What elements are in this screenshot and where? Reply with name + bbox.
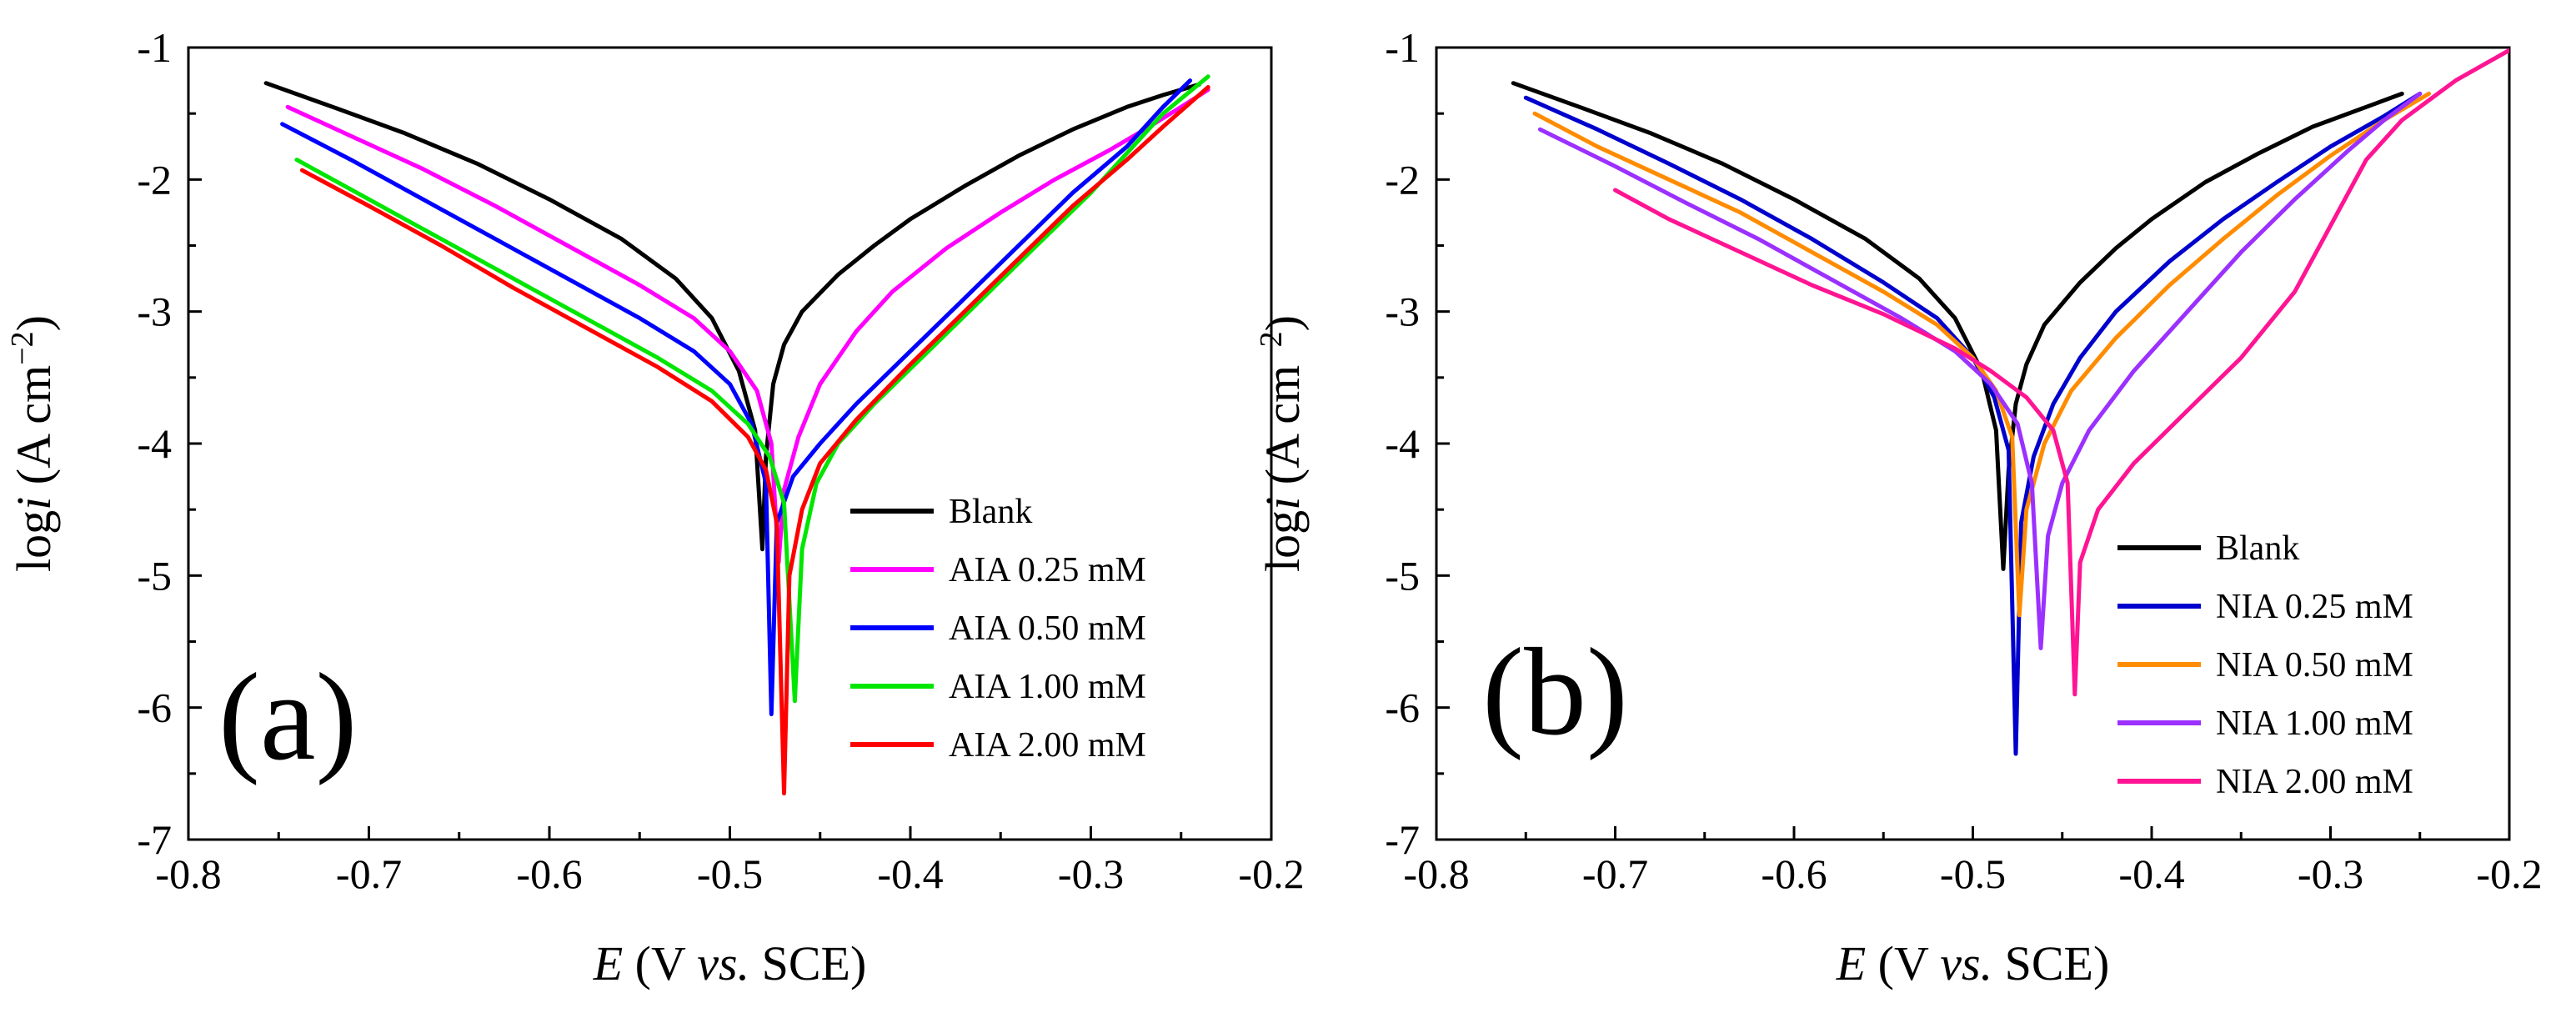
chart-panel-a: -0.8 -0.7 -0.6 -0.5 -0.4 -0.3 -0.2 -7 -6 -5 -4 -3 -2… <box>5 24 1305 990</box>
y-axis-title-log: log <box>1255 510 1310 572</box>
y-axis-title-unit: (A cm <box>7 365 61 497</box>
y-tick-label: -5 <box>1385 552 1420 599</box>
y-tick-label: -1 <box>137 24 172 71</box>
x-tick-label: -0.2 <box>1238 850 1304 897</box>
x-axis-title-variable: E <box>1836 936 1866 990</box>
series-line <box>1537 91 2423 650</box>
legend-label: Blank <box>949 493 1032 531</box>
x-tick-label: -0.4 <box>2118 850 2184 897</box>
series-line <box>263 81 1201 552</box>
y-axis-title-exponent: −2 <box>5 331 40 364</box>
x-tick-label: -0.8 <box>1403 850 1469 897</box>
y-tick-label: -2 <box>1385 156 1420 203</box>
y-tick-label: -7 <box>137 816 172 863</box>
x-tick-label: -0.6 <box>1761 850 1827 897</box>
y-axis-title-variable: i <box>7 497 61 510</box>
x-tick-label: -0.2 <box>2476 850 2542 897</box>
x-axis-title-unit-open: (V <box>1866 936 1940 990</box>
legend-label: AIA 0.50 mM <box>949 609 1146 648</box>
legend: Blank AIA 0.25 mM AIA 0.50 mM AIA 1.00 mM AI… <box>850 493 1146 765</box>
y-tick-label: -4 <box>137 420 172 467</box>
x-tick-label: -0.7 <box>336 850 402 897</box>
x-axis-title-vs: vs. <box>697 936 749 990</box>
x-tick-label: -0.5 <box>697 850 763 897</box>
y-axis-title-close: ) <box>7 315 61 331</box>
x-tick-label: -0.4 <box>877 850 943 897</box>
legend-label: AIA 1.00 mM <box>949 668 1146 706</box>
x-tick-label: -0.3 <box>2298 850 2363 897</box>
legend-label: NIA 0.25 mM <box>2216 588 2413 626</box>
y-axis-title: logi (A cm−2) <box>1254 315 1310 572</box>
y-tick-label: -7 <box>1385 816 1420 863</box>
legend-label: NIA 2.00 mM <box>2216 763 2413 801</box>
series-line <box>299 85 1210 796</box>
legend-label: Blank <box>2216 529 2299 568</box>
x-axis-title-unit-close: SCE) <box>1992 936 2109 990</box>
x-tick-label: -0.6 <box>516 850 582 897</box>
x-axis-title-unit-open: (V <box>623 936 697 990</box>
y-axis-title-unit: (A cm <box>1255 365 1310 497</box>
series-line <box>280 78 1193 717</box>
x-axis-title: E (V vs. SCE) <box>593 936 867 990</box>
y-axis-title: logi (A cm−2) <box>5 315 61 572</box>
legend-label: NIA 0.50 mM <box>2216 646 2413 685</box>
chart-panel-b: -0.8 -0.7 -0.6 -0.5 -0.4 -0.3 -0.2 -7 -6 -5 -4 -3 -2… <box>1254 24 2543 990</box>
series-line <box>285 88 1210 564</box>
x-tick-label: -0.3 <box>1058 850 1124 897</box>
legend-label: AIA 2.00 mM <box>949 726 1146 765</box>
x-axis-title: E (V vs. SCE) <box>1836 936 2110 990</box>
series-group <box>1511 48 2509 756</box>
panel-label: (b) <box>1482 623 1628 761</box>
x-tick-label: -0.7 <box>1582 850 1648 897</box>
legend-label: NIA 1.00 mM <box>2216 705 2413 743</box>
series-line <box>294 74 1210 704</box>
x-axis-title-vs: vs. <box>1940 936 1992 990</box>
y-axis-title-exponent: −2 <box>1254 331 1289 364</box>
series-group <box>263 74 1210 796</box>
legend-label: AIA 0.25 mM <box>949 551 1146 589</box>
panel-label: (a) <box>218 648 357 786</box>
y-tick-label: -3 <box>1385 288 1420 335</box>
series-line <box>1523 91 2423 756</box>
x-tick-label: -0.5 <box>1940 850 2006 897</box>
y-tick-label: -6 <box>137 685 172 731</box>
y-axis-title-variable: i <box>1255 497 1310 510</box>
x-axis-title-unit-close: SCE) <box>749 936 866 990</box>
y-tick-label: -5 <box>137 552 172 599</box>
legend: Blank NIA 0.25 mM NIA 0.50 mM NIA 1.00 mM NI… <box>2117 529 2413 801</box>
y-tick-label: -2 <box>137 156 172 203</box>
x-tick-label: -0.8 <box>155 850 221 897</box>
y-tick-label: -3 <box>137 288 172 335</box>
y-tick-label: -1 <box>1385 24 1420 71</box>
series-line <box>1613 48 2509 697</box>
series-line <box>1532 91 2431 618</box>
y-axis-title-close: ) <box>1255 315 1310 331</box>
y-axis-title-log: log <box>7 510 61 572</box>
y-tick-label: -4 <box>1385 420 1420 467</box>
x-axis-title-variable: E <box>593 936 623 990</box>
y-tick-label: -6 <box>1385 685 1420 731</box>
